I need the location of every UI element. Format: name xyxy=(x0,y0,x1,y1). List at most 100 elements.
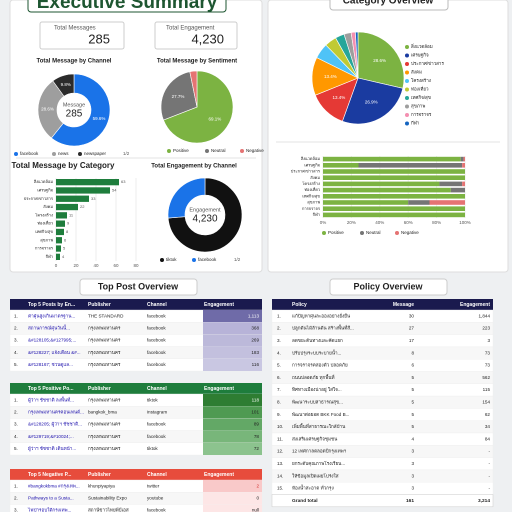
table-cell: &#128105;&#127995;... xyxy=(28,338,76,343)
table-cell: 17 xyxy=(409,338,415,343)
table-cell: 562 xyxy=(482,375,490,380)
table-cell: 3 xyxy=(411,461,414,466)
table-cell: facebook xyxy=(147,326,166,331)
table-cell: &#128205; ผู้ว่าฯ ชัชชาติ... xyxy=(28,421,82,428)
table-cell: 1. xyxy=(14,483,18,488)
table-cell: bangkok_bma xyxy=(88,410,117,415)
legend-swatch xyxy=(405,45,409,49)
section-title: Policy Overview xyxy=(353,281,423,291)
table-cell: สถานการณ์ฝุ่นวันนี้... xyxy=(28,325,70,332)
center-value: 4,230 xyxy=(192,214,217,225)
table-cell: 1,113 xyxy=(248,313,260,318)
table-cell: tiktok xyxy=(147,397,158,402)
table-cell: 89 xyxy=(254,422,260,427)
bar-segment xyxy=(463,156,465,162)
engagement-cell xyxy=(203,346,262,359)
legend-swatch xyxy=(52,152,56,156)
row-number: 13. xyxy=(277,461,283,466)
bar-segment xyxy=(323,200,409,205)
engagement-cell xyxy=(203,442,262,455)
row-number: 15. xyxy=(277,486,283,491)
table-cell: กรุงเทพมหานคร xyxy=(88,338,121,344)
table-cell: กรุงเทพมหานคร xyxy=(88,446,121,452)
total-cell: Grand total xyxy=(292,498,318,504)
table-cell: 34 xyxy=(485,424,491,429)
legend-swatch xyxy=(395,231,399,235)
table-cell: 116 xyxy=(252,362,260,367)
bar-segment xyxy=(323,206,465,211)
table-cell: 73 xyxy=(485,350,491,355)
table-header xyxy=(10,469,262,480)
header-cell: Message xyxy=(393,302,414,308)
legend-pager: 1/2 xyxy=(123,151,130,156)
bar xyxy=(56,187,110,194)
bar xyxy=(56,237,62,244)
y-tick-label: เศรษฐกิจ xyxy=(304,162,320,167)
legend-swatch xyxy=(322,231,326,235)
y-tick-label: ประกาศ/ข่าวสาร xyxy=(24,196,54,201)
x-tick-label: 100% xyxy=(459,220,471,225)
bar-segment xyxy=(323,212,465,218)
bar-segment xyxy=(462,181,465,187)
table-cell: facebook xyxy=(147,362,166,367)
row-number: 6. xyxy=(277,375,281,380)
engagement-cell xyxy=(203,394,262,407)
header-cell: Policy xyxy=(292,302,307,308)
x-tick-label: 20% xyxy=(347,220,356,225)
table-cell: 3 xyxy=(411,449,414,454)
table-cell: #bangkokbma #กรุงเทพ... xyxy=(28,483,80,489)
legend-label: news xyxy=(58,151,69,156)
kpi-card xyxy=(154,21,238,50)
table-cell: 0 xyxy=(256,496,259,501)
legend-swatch xyxy=(405,104,409,109)
row-number: 10. xyxy=(277,424,283,429)
table-cell: กรุงเทพมหานคร xyxy=(88,397,121,403)
y-tick-label: กีฬา xyxy=(312,212,320,217)
header-cell: Channel xyxy=(147,472,167,478)
header-cell: Channel xyxy=(147,386,167,392)
slice xyxy=(163,70,234,144)
bar-label: 6 xyxy=(64,237,67,242)
header-cell: Engagement xyxy=(460,302,490,308)
table-cell: khunpiyapiya xyxy=(88,483,115,488)
total-cell: 3,214 xyxy=(478,498,490,504)
bar-label: 5 xyxy=(63,246,66,251)
engagement-cell xyxy=(203,504,262,512)
legend-swatch xyxy=(205,149,209,153)
bar-segment xyxy=(358,163,463,168)
table-cell: 2. xyxy=(14,496,18,501)
slice-label: 9.8% xyxy=(61,82,71,87)
legend-label: สังคม xyxy=(411,70,422,75)
x-tick-label: 80 xyxy=(133,263,139,268)
slice-label: 27.7% xyxy=(172,94,185,99)
title-box xyxy=(329,0,449,11)
table-cell: youtube xyxy=(147,496,164,501)
engagement-cell xyxy=(203,358,262,371)
chart-title: Total Message by Category xyxy=(12,161,116,170)
table-cell: 72 xyxy=(254,446,260,451)
engagement-cell xyxy=(203,334,262,347)
engagement-cell xyxy=(203,492,262,505)
table-cell: - xyxy=(488,486,490,491)
total-cell: 161 xyxy=(406,498,414,504)
header-cell: Engagement xyxy=(204,386,234,392)
bar-label: 8 xyxy=(66,229,69,234)
y-tick-label: โครงสร้าง xyxy=(35,212,53,217)
legend-swatch xyxy=(405,121,409,126)
legend-label: โครงสร้าง xyxy=(411,77,431,83)
table-cell: ปลูกต้นไม้ล้านต้น สร้างพื้นที่สี... xyxy=(292,325,354,332)
table-cell: 3 xyxy=(487,338,490,343)
y-tick-label: สังคม xyxy=(43,204,53,209)
row-number: 11. xyxy=(277,436,283,441)
table-cell: ยกระดับคุณภาพโรงเรียน... xyxy=(292,460,345,467)
y-tick-label: ประกาศ/ข่าวสาร xyxy=(291,169,321,174)
slice-label: 26.9% xyxy=(365,99,378,104)
legend-swatch xyxy=(78,152,82,156)
table-cell: 2. xyxy=(14,326,18,331)
table-cell: 3 xyxy=(411,473,414,478)
x-tick-label: 40% xyxy=(375,220,384,225)
slice-label: 69.1% xyxy=(208,116,221,121)
table-cell: 223 xyxy=(482,326,490,331)
table-cell: ถนนปลอดภัย ทุกพื้นที่ xyxy=(292,374,335,381)
